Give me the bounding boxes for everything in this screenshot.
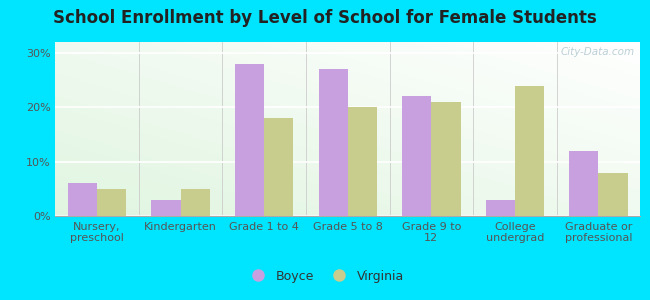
Text: City-Data.com: City-Data.com <box>560 47 634 57</box>
Text: School Enrollment by Level of School for Female Students: School Enrollment by Level of School for… <box>53 9 597 27</box>
Bar <box>599 172 628 216</box>
Bar <box>432 102 461 216</box>
Bar <box>181 189 210 216</box>
Bar <box>68 183 97 216</box>
Bar <box>235 64 264 216</box>
Bar <box>569 151 599 216</box>
Bar <box>486 200 515 216</box>
Bar <box>318 69 348 216</box>
Bar <box>402 96 432 216</box>
Bar <box>97 189 126 216</box>
Bar <box>348 107 377 216</box>
Legend: Boyce, Virginia: Boyce, Virginia <box>241 265 409 288</box>
Bar <box>151 200 181 216</box>
Bar <box>515 85 544 216</box>
Bar <box>264 118 293 216</box>
